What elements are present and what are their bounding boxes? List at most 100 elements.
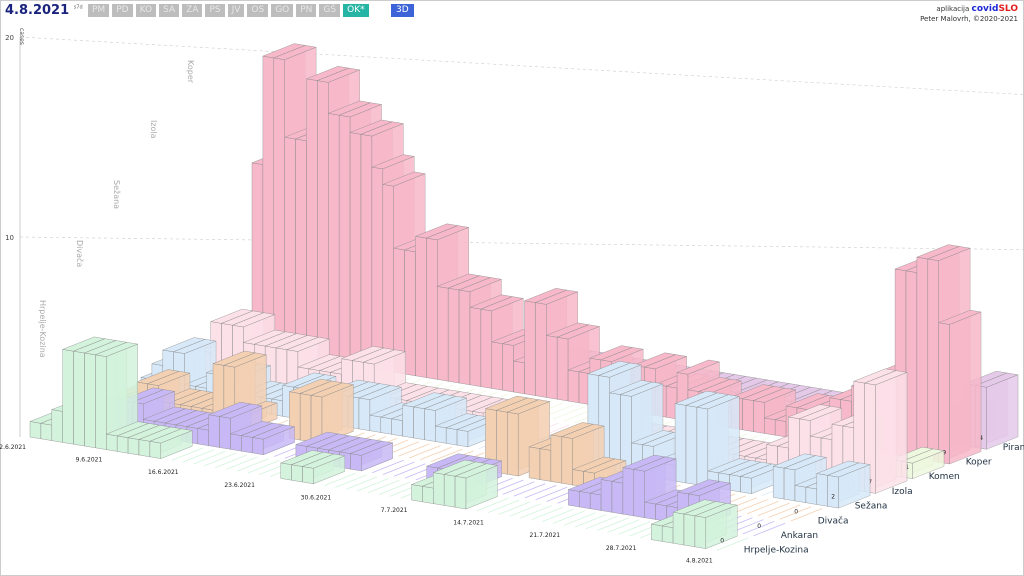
wall-label-1: Divača [75, 240, 85, 267]
floor-line [487, 499, 520, 513]
view-3d-button[interactable]: 3D [391, 4, 414, 17]
date-label-0: 2.6.2021 [0, 444, 26, 451]
floor-line [509, 503, 542, 517]
tab-9[interactable]: PN [296, 4, 317, 17]
row-label-4: Izola [892, 487, 913, 497]
date-label-6: 14.7.2021 [453, 520, 484, 527]
floor-line [742, 521, 775, 535]
bar-Sežana-63 [826, 462, 871, 509]
floor-line [790, 508, 823, 522]
last-value-1: 0 [757, 523, 761, 530]
tab-8[interactable]: GO [271, 4, 294, 17]
y-axis-label: cases [18, 28, 25, 45]
tab-4[interactable]: ZA [182, 4, 203, 17]
date-label-8: 28.7.2021 [606, 545, 637, 552]
floor-line [736, 499, 768, 513]
tab-0[interactable]: PM [88, 4, 110, 17]
floor-line [716, 537, 749, 551]
floor-line [552, 406, 585, 420]
floor-line [215, 454, 247, 468]
floor-line [226, 456, 258, 470]
tab-3[interactable]: SA [159, 4, 180, 17]
floor-line [409, 445, 441, 459]
wall-label-0: Hrpelje-Kozina [38, 300, 47, 358]
floor-line [345, 476, 378, 490]
floor-line [542, 508, 574, 522]
wall-label-3: Izola [149, 120, 158, 139]
floor-line [531, 506, 563, 521]
floor-line [502, 481, 535, 495]
bar-Koper-63 [937, 309, 982, 465]
last-value-3: 2 [831, 494, 835, 501]
row-label-3: Sežana [855, 502, 888, 512]
date-title: 4.8.2021 s7d [5, 3, 83, 18]
credit-prefix: aplikacija [936, 5, 970, 13]
bar-Hrpelje-Kozina-61 [694, 503, 738, 549]
last-value-0: 0 [720, 538, 724, 545]
floor-line [247, 460, 280, 474]
date-sup: s7d [73, 4, 83, 11]
tab-5[interactable]: PS [205, 4, 225, 17]
wall-label-2: Sežana [112, 180, 121, 209]
floor-line [356, 478, 389, 492]
floor-line [398, 443, 430, 457]
floor-line [535, 486, 568, 501]
y-tick-0: 10 [5, 234, 14, 242]
row-label-6: Koper [966, 458, 992, 468]
floor-line [596, 517, 629, 531]
region-tabs: PM PD KO SA ZA PS JV OS GO PN GŠ OK* [88, 4, 369, 17]
floor-line [193, 451, 226, 465]
tab-2[interactable]: KO [135, 4, 157, 17]
floor-line [768, 504, 801, 518]
row-label-2: Divača [818, 515, 849, 526]
floor-line [393, 463, 426, 477]
floor-line [498, 501, 531, 515]
floor-line [513, 483, 546, 497]
floor-line [324, 472, 356, 486]
bar-Izola-63 [863, 370, 908, 494]
brand-logo[interactable]: covidSLO [971, 4, 1018, 14]
gridline-0 [19, 236, 1024, 250]
floor-line [746, 500, 779, 515]
date-label-1: 9.6.2021 [76, 457, 103, 464]
bar-Divača-19 [310, 382, 355, 444]
tab-10[interactable]: GŠ [319, 4, 341, 17]
row-label-7: Piran [1003, 443, 1024, 453]
floor-line [563, 512, 596, 526]
floor-line [419, 446, 452, 461]
floor-line [618, 521, 651, 535]
tab-6[interactable]: JV [227, 4, 245, 17]
floor-line [574, 514, 607, 528]
tab-11[interactable]: OK* [343, 4, 369, 17]
floor-line [171, 447, 204, 461]
date-label-4: 30.6.2021 [301, 494, 332, 501]
tab-7[interactable]: OS [247, 4, 269, 17]
date-label-5: 7.7.2021 [381, 507, 408, 514]
bar-Hrpelje-Kozina-6 [94, 342, 139, 450]
date-label-9: 4.8.2021 [686, 557, 713, 564]
tab-1[interactable]: PD [112, 4, 133, 17]
floor-line [367, 479, 400, 494]
row-label-5: Komen [929, 472, 960, 482]
credit-author: Peter Malovrh, ©2020-2021 [920, 15, 1018, 23]
row-label-0: Hrpelje-Kozina [744, 546, 809, 556]
bar-Piran-63 [974, 372, 1019, 450]
floor-line [757, 502, 790, 516]
floor-line [382, 461, 415, 475]
floor-line [779, 506, 812, 520]
date-label-3: 23.6.2021 [224, 482, 255, 489]
date-label-7: 21.7.2021 [530, 532, 561, 539]
floor-line [335, 474, 367, 488]
floor-line [607, 519, 640, 533]
row-label-1: Ankaran [781, 531, 818, 541]
floor-line [476, 497, 509, 512]
floor-line [753, 522, 786, 537]
bar-Hrpelje-Kozina-39 [454, 463, 499, 510]
credit: aplikacija covidSLO Peter Malovrh, ©2020… [920, 4, 1018, 24]
y-tick-1: 20 [5, 34, 14, 42]
wall-label-4: Koper [186, 60, 195, 84]
floor-line [182, 449, 215, 463]
floor-line [585, 515, 618, 530]
bar-Ankaran-17 [251, 424, 296, 455]
